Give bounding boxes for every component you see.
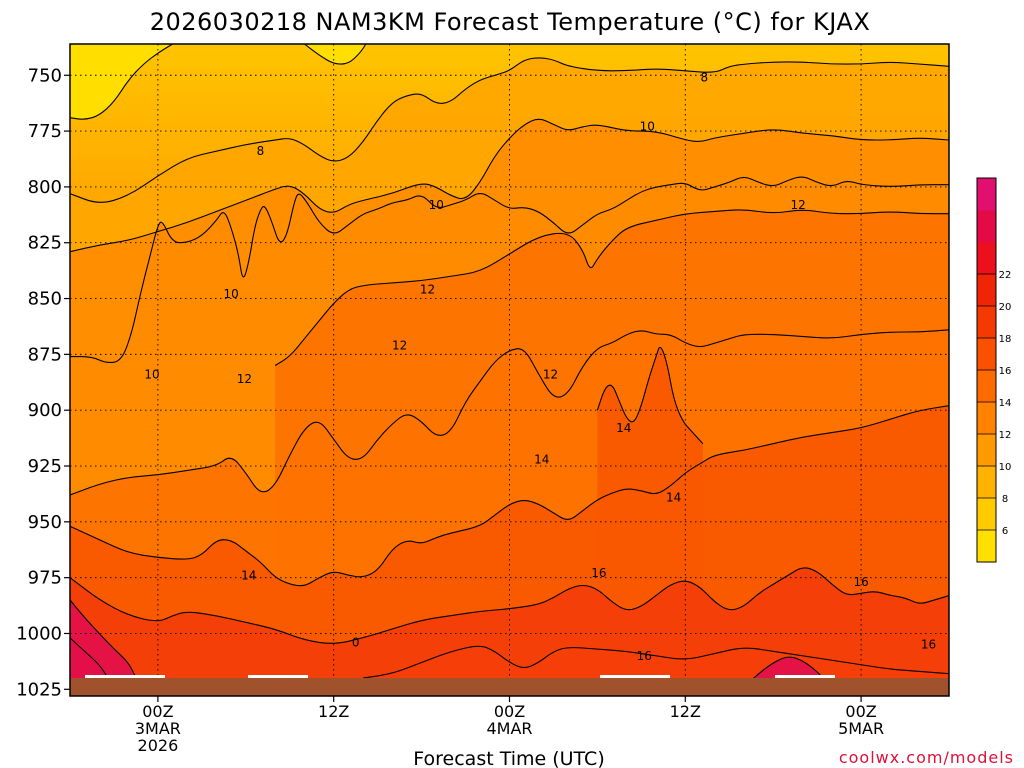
colorbar-swatch (977, 402, 996, 435)
contour-label: 16 (853, 575, 868, 589)
fill-band-6 (304, 44, 366, 65)
gridlines (70, 44, 949, 696)
contour-label: 16 (637, 649, 652, 663)
contour-label: 8 (257, 144, 265, 158)
ground-highlight (85, 675, 165, 678)
x-tick-label: 2026 (138, 736, 179, 755)
chart-title: 2026030218 NAM3KM Forecast Temperature (… (150, 8, 871, 36)
contour-label: 16 (921, 638, 936, 652)
contour-label: 14 (666, 490, 681, 504)
y-tick-label: 1025 (16, 679, 62, 700)
colorbar-tick-label: 10 (999, 462, 1012, 473)
isotherm-6 (70, 44, 173, 120)
contour-label: 14 (241, 568, 256, 582)
colorbar-swatch (977, 466, 996, 499)
isotherm-12 (70, 329, 949, 496)
isotherm-12 (274, 209, 949, 366)
y-tick-label: 900 (28, 400, 62, 421)
contour-label: 12 (237, 372, 252, 386)
x-tick-label: 12Z (318, 702, 349, 721)
contour-label: 12 (543, 367, 558, 381)
contour-label: 10 (429, 198, 444, 212)
x-tick-label: 00Z (142, 702, 173, 721)
ground-layer (70, 675, 949, 696)
colorbar-swatch (977, 178, 996, 211)
colorbar-tick-label: 14 (999, 398, 1012, 409)
y-axis: 750 775 800 825 850 875 900 925 950 975 1000 1025 (16, 65, 70, 700)
y-tick-label: 750 (28, 65, 62, 86)
y-tick-label: 925 (28, 456, 62, 477)
y-tick-label: 950 (28, 512, 62, 533)
contour-label: 12 (392, 338, 407, 352)
y-tick-label: 800 (28, 177, 62, 198)
colorbar-tick-label: 6 (1002, 526, 1008, 537)
credit-text: coolwx.com/models (839, 748, 1014, 767)
x-tick-label: 00Z (494, 702, 525, 721)
y-tick-label: 1000 (16, 623, 62, 644)
colorbar-swatch (977, 338, 996, 371)
isotherm-14 (596, 346, 704, 445)
ground-highlight (248, 675, 308, 678)
contour-label: 16 (591, 566, 606, 580)
isotherm-20 (70, 637, 115, 688)
y-tick-label: 850 (28, 289, 62, 310)
y-tick-label: 775 (28, 121, 62, 142)
ground-band (70, 678, 949, 696)
colorbar-swatch (977, 242, 996, 275)
ground-highlight (600, 675, 670, 678)
colorbar-swatch (977, 498, 996, 531)
contour-labels: 8 8 10 10 12 10 10 12 12 12 12 14 14 14 14 16 16 16 16 0 (144, 70, 936, 662)
contour-label: 10 (640, 120, 655, 134)
colorbar: 6 8 10 12 14 16 18 20 22 (976, 177, 1012, 563)
contour-label: 12 (790, 198, 805, 212)
contour-label: 10 (144, 367, 159, 381)
x-tick-label: 5MAR (838, 719, 884, 738)
isotherm-10 (70, 176, 949, 364)
contour-label: 10 (224, 287, 239, 301)
x-tick-label: 00Z (845, 702, 876, 721)
colorbar-tick-label: 16 (999, 366, 1012, 377)
isotherm-18 (70, 599, 144, 688)
isotherm-10 (70, 118, 949, 253)
ground-highlight (775, 675, 835, 678)
x-axis-label: Forecast Time (UTC) (413, 748, 604, 768)
y-tick-label: 975 (28, 568, 62, 589)
contour-label: 0 (352, 635, 360, 649)
isotherm-8 (70, 57, 949, 203)
colorbar-tick-label: 18 (999, 334, 1012, 345)
x-tick-label: 12Z (670, 702, 701, 721)
colorbar-tick-label: 20 (999, 302, 1012, 313)
temperature-fills (70, 44, 949, 696)
colorbar-tick-label: 8 (1002, 494, 1008, 505)
y-tick-label: 825 (28, 233, 62, 254)
contour-label: 14 (616, 421, 631, 435)
plot-area: 8 8 10 10 12 10 10 12 12 12 12 14 14 14 14 16 16 16 16 0 (70, 44, 949, 696)
y-tick-label: 875 (28, 344, 62, 365)
x-tick-label: 3MAR (135, 719, 181, 738)
colorbar-swatch (977, 530, 996, 563)
fill-band-6 (70, 44, 173, 120)
colorbar-swatch (977, 306, 996, 339)
colorbar-swatch (977, 274, 996, 307)
isotherm-16 (362, 645, 949, 679)
colorbar-swatch (977, 434, 996, 467)
contour-label: 14 (534, 452, 549, 466)
colorbar-tick-label: 12 (999, 430, 1012, 441)
contour-label: 12 (420, 283, 435, 297)
colorbar-swatch (977, 210, 996, 243)
isotherm-16 (70, 567, 949, 644)
colorbar-tick-label: 22 (999, 270, 1012, 281)
isotherm-14 (70, 405, 949, 587)
contour-label: 8 (701, 70, 709, 84)
x-tick-label: 4MAR (486, 719, 532, 738)
isotherm-6 (304, 44, 367, 65)
isotherm-lines (70, 44, 949, 688)
colorbar-swatch (977, 370, 996, 403)
